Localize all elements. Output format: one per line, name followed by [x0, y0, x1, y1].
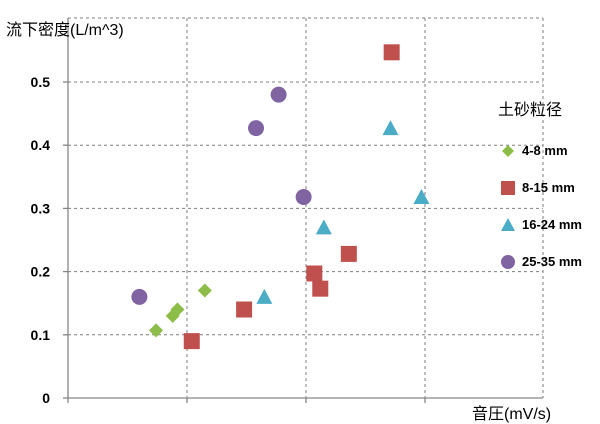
circle-point: [270, 86, 287, 103]
square-point: [383, 44, 400, 61]
triangle-point: [315, 219, 332, 235]
circle-point: [248, 120, 265, 137]
legend-label: 16-24 mm: [522, 217, 582, 232]
diamond-point: [197, 283, 212, 298]
square-point: [236, 301, 253, 318]
square-marker-icon: [498, 178, 518, 198]
grid: [68, 17, 544, 398]
diamond-point: [170, 302, 185, 317]
legend-item-16-24: 16-24 mm: [498, 206, 600, 243]
legend-label: 8-15 mm: [522, 180, 575, 195]
y-tick-label: 0.3: [31, 200, 51, 216]
y-tick-label: 0.4: [31, 137, 51, 153]
legend-title: 土砂粒径: [498, 102, 563, 119]
y-tick-label: 0.1: [31, 327, 51, 343]
circle-point: [131, 288, 148, 305]
tick-labels: 00.10.20.30.40.50100200300: [31, 74, 437, 423]
legend-item-8-15: 8-15 mm: [498, 169, 600, 206]
triangle-point: [382, 120, 399, 136]
triangle-point: [256, 288, 273, 304]
diamond-point: [149, 323, 164, 338]
legend-item-4-8: 4-8 mm: [498, 132, 600, 169]
y-tick-label: 0.5: [31, 74, 51, 90]
triangle-point: [413, 189, 430, 205]
y-axis-title: 流下密度(L/m^3): [6, 22, 124, 39]
circle-marker-icon: [498, 252, 518, 272]
x-axis-title: 音圧(mV/s): [472, 406, 552, 423]
legend-item-25-35: 25-35 mm: [498, 243, 600, 280]
y-tick-label: 0: [42, 390, 50, 406]
axes: [63, 18, 543, 403]
legend: 土砂粒径 4-8 mm 8-15 mm 16-24 mm 25-35 mm: [498, 96, 600, 280]
legend-label: 4-8 mm: [522, 143, 568, 158]
y-tick-label: 0.2: [31, 264, 51, 280]
square-point: [312, 280, 329, 297]
square-point: [183, 333, 200, 350]
circle-point: [295, 189, 312, 206]
diamond-marker-icon: [498, 141, 518, 161]
square-point: [306, 265, 323, 282]
triangle-marker-icon: [498, 215, 518, 235]
square-point: [340, 245, 357, 262]
legend-label: 25-35 mm: [522, 254, 582, 269]
data-points: [131, 44, 430, 350]
